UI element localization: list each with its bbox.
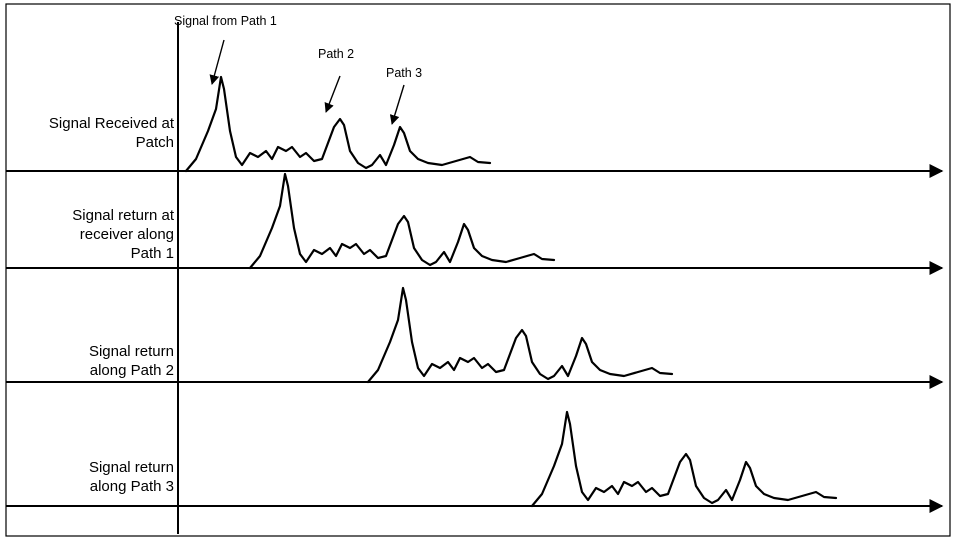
row-3-label-line-1: Signal return xyxy=(89,343,174,360)
row-1-label-line-2: Patch xyxy=(136,134,174,151)
annotation-signal-from-path-1: Signal from Path 1 xyxy=(174,14,277,28)
path-annotations: Signal from Path 1 Path 2 Path 3 xyxy=(174,14,422,125)
arrow-path-2 xyxy=(324,75,341,113)
waveform-row-1 xyxy=(184,75,492,173)
row-2-label-line-1: Signal return at xyxy=(72,207,175,224)
row-4-label-line-2: along Path 3 xyxy=(90,478,174,495)
annotation-path-3: Path 3 xyxy=(386,66,422,80)
row-4-label-line-1: Signal return xyxy=(89,459,174,476)
signal-waveforms xyxy=(184,75,838,508)
row-labels: Signal Received at Patch Signal return at r… xyxy=(49,115,175,495)
diagram-frame xyxy=(5,3,951,537)
waveform-row-3 xyxy=(366,286,674,384)
row-1-label-line-1: Signal Received at xyxy=(49,115,175,132)
arrow-path-1 xyxy=(209,39,225,85)
row-baselines xyxy=(6,164,944,513)
arrow-path-3 xyxy=(389,84,405,125)
waveform-row-4 xyxy=(530,410,838,508)
row-2-label-line-2: receiver along xyxy=(80,226,174,243)
row-3-label-line-2: along Path 2 xyxy=(90,362,174,379)
annotation-path-2: Path 2 xyxy=(318,47,354,61)
waveform-row-2 xyxy=(248,172,556,270)
row-2-label-line-3: Path 1 xyxy=(131,245,174,262)
